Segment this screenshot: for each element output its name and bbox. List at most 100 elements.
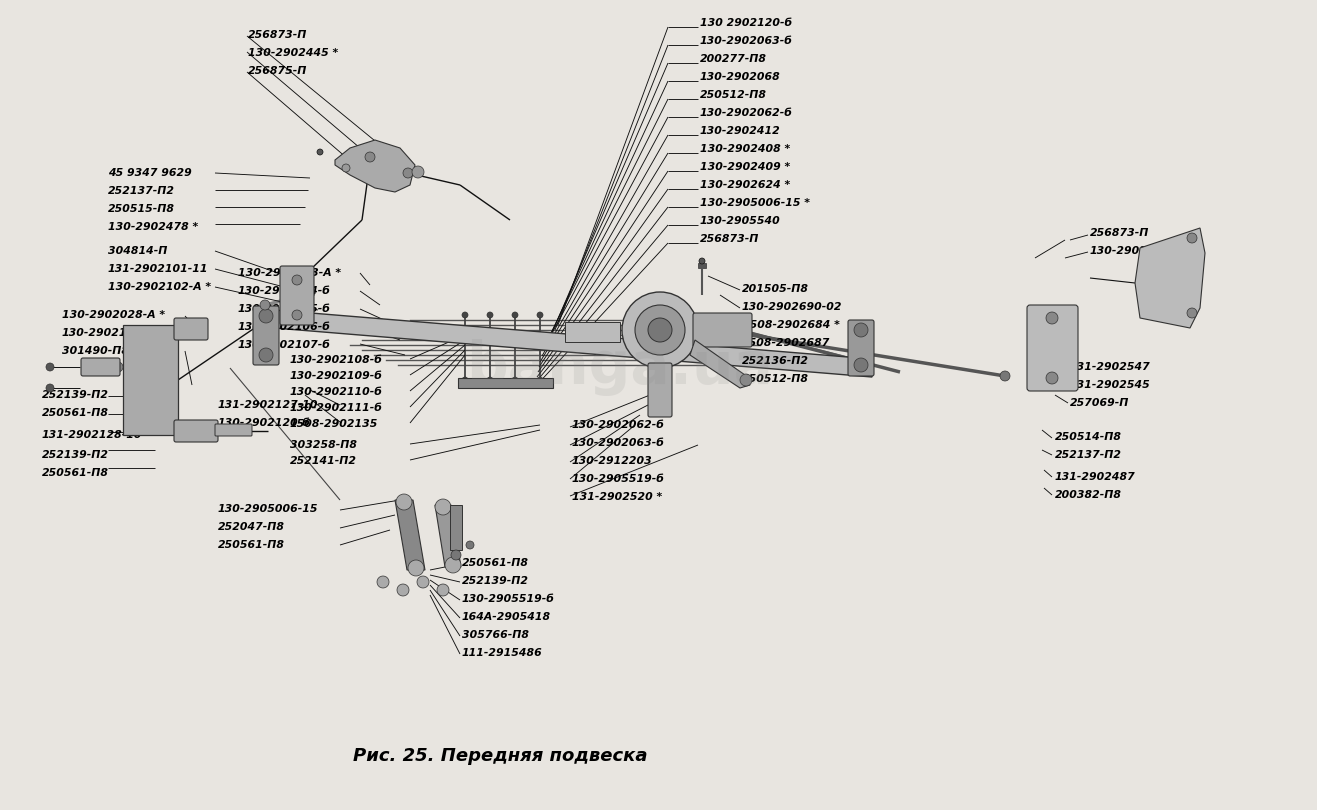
- Text: 130-2902062-б: 130-2902062-б: [572, 420, 665, 430]
- Text: 304814-П: 304814-П: [108, 246, 167, 256]
- Text: 130-2902063-б: 130-2902063-б: [572, 438, 665, 448]
- Circle shape: [377, 576, 389, 588]
- Text: 130-2902102-А *: 130-2902102-А *: [108, 282, 211, 292]
- Text: 130-2902068: 130-2902068: [701, 72, 781, 82]
- Text: 252139-П2: 252139-П2: [42, 390, 109, 400]
- Text: 257069-П: 257069-П: [1069, 398, 1130, 408]
- Text: 130-2905519-б: 130-2905519-б: [572, 474, 665, 484]
- Circle shape: [317, 149, 323, 155]
- Polygon shape: [690, 340, 749, 388]
- Circle shape: [648, 318, 672, 342]
- Text: 305766-П8: 305766-П8: [462, 630, 529, 640]
- Text: 130-2902104-б: 130-2902104-б: [238, 286, 331, 296]
- Circle shape: [396, 494, 412, 510]
- Circle shape: [853, 323, 868, 337]
- Text: Рис. 25. Передняя подвеска: Рис. 25. Передняя подвеска: [353, 747, 647, 765]
- Text: 130-2902108-б: 130-2902108-б: [290, 355, 383, 365]
- Text: 130-2902120-б: 130-2902120-б: [219, 418, 311, 428]
- Text: 256873-П: 256873-П: [701, 234, 760, 244]
- Circle shape: [46, 363, 54, 371]
- Text: 130-2902412: 130-2902412: [701, 126, 781, 136]
- FancyBboxPatch shape: [122, 325, 178, 435]
- Circle shape: [487, 377, 493, 383]
- Circle shape: [1046, 312, 1058, 324]
- Circle shape: [191, 426, 202, 436]
- Text: 130-2902063-б: 130-2902063-б: [701, 36, 793, 46]
- Text: 130-2902408 *: 130-2902408 *: [701, 144, 790, 154]
- Text: 130-2902690-02: 130-2902690-02: [741, 302, 843, 312]
- Text: 200277-П8: 200277-П8: [701, 54, 766, 64]
- Circle shape: [259, 309, 273, 323]
- Text: 250514-П8: 250514-П8: [1055, 432, 1122, 442]
- FancyBboxPatch shape: [458, 378, 553, 388]
- FancyBboxPatch shape: [565, 322, 620, 342]
- Text: 130-2902478 *: 130-2902478 *: [108, 222, 199, 232]
- Text: 256873-П: 256873-П: [1090, 228, 1150, 238]
- Text: 130-2902111-б: 130-2902111-б: [290, 403, 383, 413]
- Text: 130-2902109-б: 130-2902109-б: [290, 371, 383, 381]
- Text: 130-2902110-б: 130-2902110-б: [290, 387, 383, 397]
- Text: 201505-П8: 201505-П8: [741, 284, 809, 294]
- Circle shape: [259, 300, 270, 310]
- Text: 250561-П8: 250561-П8: [219, 540, 284, 550]
- FancyBboxPatch shape: [281, 266, 313, 325]
- Polygon shape: [435, 505, 461, 567]
- Text: 252139-П2: 252139-П2: [42, 450, 109, 460]
- Text: 250561-П8: 250561-П8: [462, 558, 529, 568]
- Text: 250512-П8: 250512-П8: [741, 374, 809, 384]
- Text: 252141-П2: 252141-П2: [290, 456, 357, 466]
- Circle shape: [46, 384, 54, 392]
- Circle shape: [1046, 372, 1058, 384]
- Circle shape: [292, 275, 302, 285]
- Text: 252136-П2: 252136-П2: [741, 356, 809, 366]
- Circle shape: [537, 377, 543, 383]
- Circle shape: [466, 541, 474, 549]
- Circle shape: [417, 576, 429, 588]
- Text: 1508-2902684 *: 1508-2902684 *: [741, 320, 840, 330]
- Circle shape: [1000, 371, 1010, 381]
- Circle shape: [259, 348, 273, 362]
- Circle shape: [113, 362, 122, 372]
- Circle shape: [445, 557, 461, 573]
- Text: banga.ua: banga.ua: [466, 339, 773, 397]
- FancyBboxPatch shape: [648, 363, 672, 417]
- FancyBboxPatch shape: [450, 505, 462, 550]
- Text: 130-2902105-б: 130-2902105-б: [238, 304, 331, 314]
- Circle shape: [408, 560, 424, 576]
- Text: 130-2902624 *: 130-2902624 *: [701, 180, 790, 190]
- Circle shape: [292, 310, 302, 320]
- Text: 130-2905540: 130-2905540: [701, 216, 781, 226]
- Polygon shape: [335, 140, 415, 192]
- Text: 250561-П8: 250561-П8: [42, 468, 109, 478]
- Text: 130-2902447*: 130-2902447*: [1090, 246, 1176, 256]
- Text: 111-2915486: 111-2915486: [462, 648, 543, 658]
- FancyBboxPatch shape: [698, 263, 706, 268]
- FancyBboxPatch shape: [174, 420, 219, 442]
- Text: 130-2902106-б: 130-2902106-б: [238, 322, 331, 332]
- Circle shape: [435, 499, 450, 515]
- Circle shape: [1187, 233, 1197, 243]
- Circle shape: [699, 258, 705, 264]
- Circle shape: [537, 312, 543, 318]
- Text: 130-2902062-б: 130-2902062-б: [701, 108, 793, 118]
- Text: 130-2905519-б: 130-2905519-б: [462, 594, 554, 604]
- Text: 131-2902487: 131-2902487: [1055, 472, 1135, 482]
- Text: 130-2912203: 130-2912203: [572, 456, 653, 466]
- Text: 130-2902409 *: 130-2902409 *: [701, 162, 790, 172]
- Circle shape: [437, 584, 449, 596]
- Polygon shape: [262, 309, 872, 377]
- Text: 301490-П8: 301490-П8: [62, 346, 129, 356]
- FancyBboxPatch shape: [1027, 305, 1079, 391]
- Text: 252137-П2: 252137-П2: [108, 186, 175, 196]
- Circle shape: [342, 164, 350, 172]
- Circle shape: [487, 312, 493, 318]
- Polygon shape: [1135, 228, 1205, 328]
- Text: 131-2902101-11: 131-2902101-11: [108, 264, 208, 274]
- Text: 131-2902127-10: 131-2902127-10: [219, 400, 319, 410]
- Text: 130-2902103-А *: 130-2902103-А *: [238, 268, 341, 278]
- FancyBboxPatch shape: [215, 424, 252, 436]
- Text: 130-2905006-15 *: 130-2905006-15 *: [701, 198, 810, 208]
- FancyBboxPatch shape: [174, 318, 208, 340]
- Circle shape: [635, 305, 685, 355]
- Text: 131-2902520 *: 131-2902520 *: [572, 492, 662, 502]
